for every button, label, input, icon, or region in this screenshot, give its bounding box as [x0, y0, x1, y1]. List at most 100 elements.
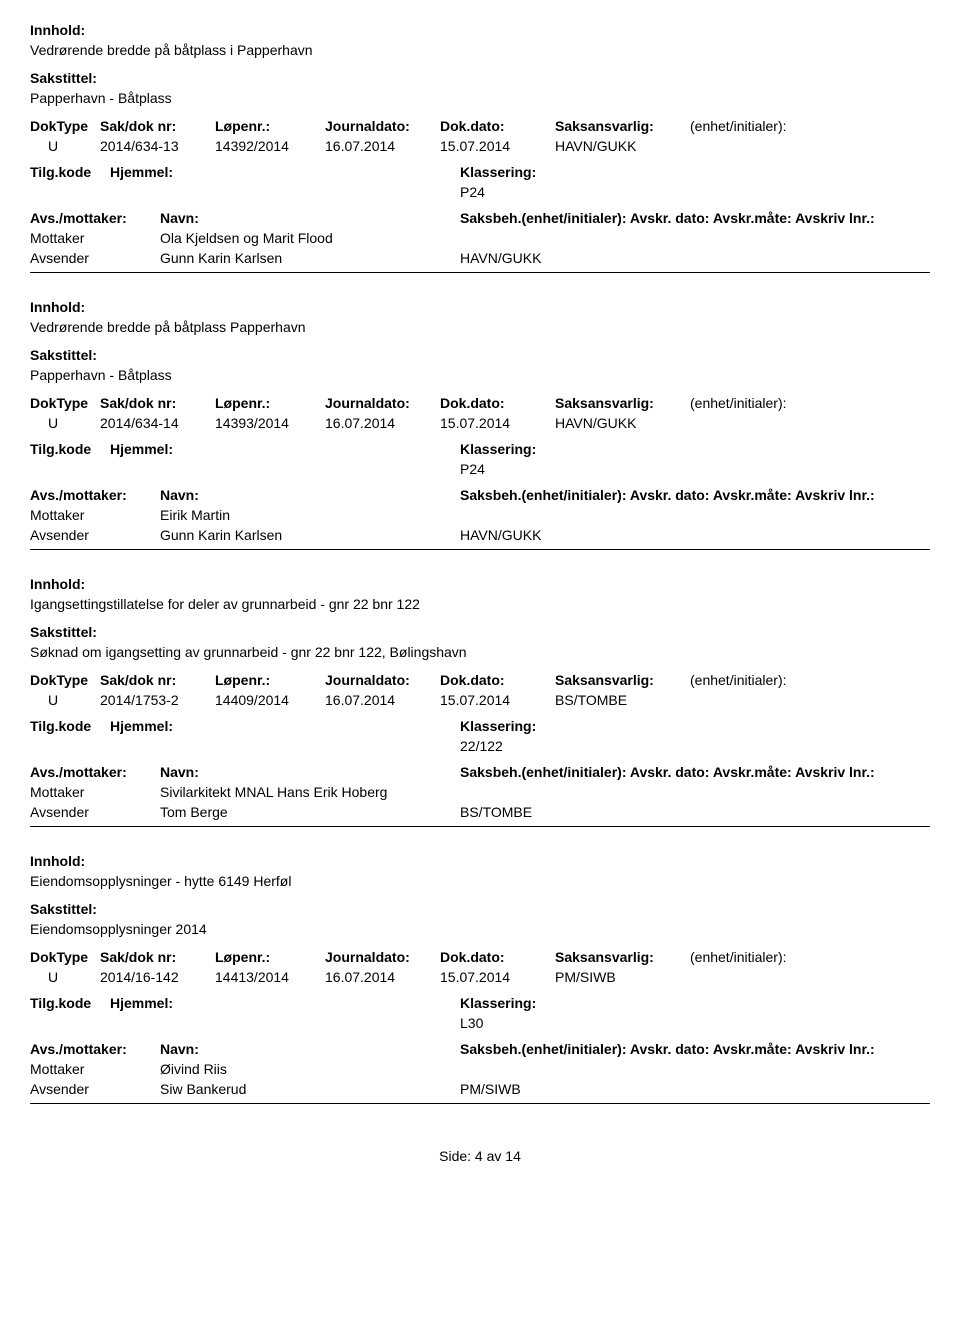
- mottaker-unit: [460, 230, 660, 246]
- tilgkode-value: [30, 738, 110, 754]
- doktype-value: U: [30, 138, 100, 154]
- avsender-role: Avsender: [30, 804, 160, 820]
- klassering-label: Klassering:: [460, 718, 660, 734]
- avsender-unit-value: HAVN/GUKK: [460, 527, 660, 543]
- hjemmel-value: [110, 738, 460, 754]
- avsender-value: Tom Berge: [160, 804, 460, 820]
- journaldato-value: 16.07.2014: [325, 969, 440, 985]
- klassering-value: P24: [460, 461, 660, 477]
- mottaker-role: Mottaker: [30, 507, 160, 523]
- journaldato-value: 16.07.2014: [325, 692, 440, 708]
- klassering-value: 22/122: [460, 738, 660, 754]
- enhetinitialer-label: (enhet/initialer):: [690, 395, 840, 411]
- saksansvarlig-label: Saksansvarlig:: [555, 118, 690, 134]
- innhold-label: Innhold:: [30, 853, 930, 869]
- saksansvarlig-value: BS/TOMBE: [555, 692, 690, 708]
- avsender-unit-value: HAVN/GUKK: [460, 250, 660, 266]
- saksansvarlig-value: PM/SIWB: [555, 969, 690, 985]
- hjemmel-label: Hjemmel:: [110, 995, 460, 1011]
- mottaker-value: Sivilarkitekt MNAL Hans Erik Hoberg: [160, 784, 460, 800]
- sakdoknr-value: 2014/634-14: [100, 415, 215, 431]
- avsender-unit-value: BS/TOMBE: [460, 804, 660, 820]
- saksbeh-label: Saksbeh.(enhet/initialer): Avskr. dato: …: [460, 1041, 875, 1057]
- avsender-role: Avsender: [30, 527, 160, 543]
- enhetinitialer-value: [690, 692, 840, 708]
- dokdato-value: 15.07.2014: [440, 138, 555, 154]
- saksansvarlig-label: Saksansvarlig:: [555, 949, 690, 965]
- tilg-row: Tilg.kode Hjemmel: Klassering:: [30, 441, 930, 457]
- lopenr-label: Løpenr.:: [215, 949, 325, 965]
- hjemmel-value: [110, 184, 460, 200]
- enhetinitialer-value: [690, 138, 840, 154]
- klassering-row: P24: [30, 461, 930, 477]
- saksbeh-label: Saksbeh.(enhet/initialer): Avskr. dato: …: [460, 210, 875, 226]
- saksansvarlig-value: HAVN/GUKK: [555, 415, 690, 431]
- sakdoknr-label: Sak/dok nr:: [100, 672, 215, 688]
- journal-entry: Innhold: Vedrørende bredde på båtplass P…: [30, 299, 930, 564]
- value-row: U 2014/16-142 14413/2014 16.07.2014 15.0…: [30, 969, 930, 985]
- avsender-row: Avsender Gunn Karin Karlsen HAVN/GUKK: [30, 527, 930, 543]
- avsender-value: Gunn Karin Karlsen: [160, 527, 460, 543]
- journaldato-value: 16.07.2014: [325, 415, 440, 431]
- dokdato-label: Dok.dato:: [440, 949, 555, 965]
- lopenr-value: 14409/2014: [215, 692, 325, 708]
- mottaker-value: Øivind Riis: [160, 1061, 460, 1077]
- journaldato-label: Journaldato:: [325, 395, 440, 411]
- dokdato-label: Dok.dato:: [440, 118, 555, 134]
- dokdato-label: Dok.dato:: [440, 395, 555, 411]
- sakdoknr-label: Sak/dok nr:: [100, 118, 215, 134]
- header-row: DokType Sak/dok nr: Løpenr.: Journaldato…: [30, 949, 930, 965]
- avsender-row: Avsender Siw Bankerud PM/SIWB: [30, 1081, 930, 1097]
- lopenr-value: 14393/2014: [215, 415, 325, 431]
- navn-label: Navn:: [160, 1041, 460, 1057]
- avsender-row: Avsender Gunn Karin Karlsen HAVN/GUKK: [30, 250, 930, 266]
- tilg-row: Tilg.kode Hjemmel: Klassering:: [30, 995, 930, 1011]
- avsender-value: Siw Bankerud: [160, 1081, 460, 1097]
- entry-divider: [30, 1103, 930, 1104]
- avsender-value: Gunn Karin Karlsen: [160, 250, 460, 266]
- doktype-value: U: [30, 692, 100, 708]
- journaldato-label: Journaldato:: [325, 118, 440, 134]
- sakstitel-label: Sakstittel:: [30, 347, 930, 363]
- page-footer: Side: 4 av 14: [30, 1148, 930, 1164]
- klassering-label: Klassering:: [460, 441, 660, 457]
- sakdoknr-value: 2014/16-142: [100, 969, 215, 985]
- mottaker-unit: [460, 507, 660, 523]
- journaldato-label: Journaldato:: [325, 949, 440, 965]
- hjemmel-label: Hjemmel:: [110, 441, 460, 457]
- doktype-label: DokType: [30, 949, 100, 965]
- journal-entry: Innhold: Igangsettingstillatelse for del…: [30, 576, 930, 841]
- sakstitel-value: Papperhavn - Båtplass: [30, 367, 930, 383]
- hjemmel-value: [110, 1015, 460, 1031]
- avsmottaker-label: Avs./mottaker:: [30, 487, 160, 503]
- enhetinitialer-label: (enhet/initialer):: [690, 118, 840, 134]
- value-row: U 2014/1753-2 14409/2014 16.07.2014 15.0…: [30, 692, 930, 708]
- doktype-label: DokType: [30, 672, 100, 688]
- mottaker-row: Mottaker Ola Kjeldsen og Marit Flood: [30, 230, 930, 246]
- doktype-value: U: [30, 415, 100, 431]
- dokdato-label: Dok.dato:: [440, 672, 555, 688]
- tilgkode-label: Tilg.kode: [30, 441, 110, 457]
- dokdato-value: 15.07.2014: [440, 969, 555, 985]
- avsender-role: Avsender: [30, 250, 160, 266]
- header-row: DokType Sak/dok nr: Løpenr.: Journaldato…: [30, 118, 930, 134]
- avsender-role: Avsender: [30, 1081, 160, 1097]
- innhold-value: Vedrørende bredde på båtplass i Papperha…: [30, 42, 930, 58]
- mottaker-value: Ola Kjeldsen og Marit Flood: [160, 230, 460, 246]
- tilgkode-label: Tilg.kode: [30, 995, 110, 1011]
- entry-divider: [30, 826, 930, 827]
- header-row: DokType Sak/dok nr: Løpenr.: Journaldato…: [30, 672, 930, 688]
- journaldato-label: Journaldato:: [325, 672, 440, 688]
- innhold-value: Vedrørende bredde på båtplass Papperhavn: [30, 319, 930, 335]
- enhetinitialer-value: [690, 415, 840, 431]
- navn-label: Navn:: [160, 764, 460, 780]
- saksbeh-label: Saksbeh.(enhet/initialer): Avskr. dato: …: [460, 764, 875, 780]
- saksansvarlig-value: HAVN/GUKK: [555, 138, 690, 154]
- enhetinitialer-value: [690, 969, 840, 985]
- mottaker-role: Mottaker: [30, 1061, 160, 1077]
- mottaker-role: Mottaker: [30, 230, 160, 246]
- journal-entry: Innhold: Vedrørende bredde på båtplass i…: [30, 22, 930, 287]
- avsender-row: Avsender Tom Berge BS/TOMBE: [30, 804, 930, 820]
- mottaker-unit: [460, 1061, 660, 1077]
- journaldato-value: 16.07.2014: [325, 138, 440, 154]
